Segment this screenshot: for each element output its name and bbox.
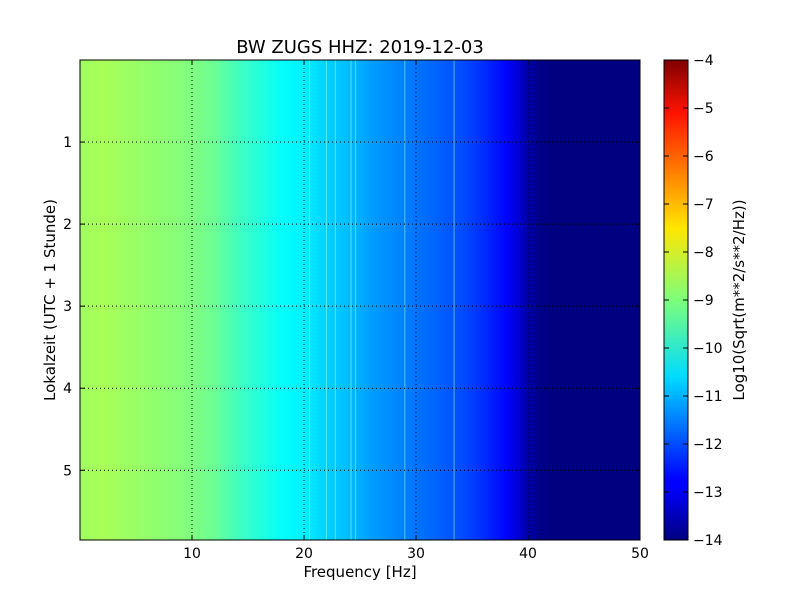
y-tick-label: 3	[63, 299, 72, 315]
y-tick-label: 4	[63, 381, 72, 397]
plot-frame	[79, 59, 641, 541]
colorbar-ticks: −4 −5 −6 −7 −8 −9 −10 −11 −12 −13 −14	[664, 53, 723, 549]
x-axis-ticks: 10 20 30 40 50	[183, 60, 649, 562]
colorbar-tick-label: −4	[693, 53, 714, 69]
colorbar-tick-label: −13	[693, 485, 723, 501]
chart-title: BW ZUGS HHZ: 2019-12-03	[236, 37, 484, 58]
colorbar-tick-label: −10	[693, 341, 723, 357]
x-tick-label: 40	[519, 546, 537, 562]
colorbar-tick-label: −8	[693, 245, 714, 261]
spectral-lines	[309, 60, 455, 540]
colorbar-tick-label: −14	[693, 533, 723, 549]
x-tick-label: 30	[407, 546, 425, 562]
colorbar-tick-label: −5	[693, 101, 714, 117]
colorbar-tick-label: −7	[693, 197, 714, 213]
y-tick-label: 2	[63, 217, 72, 233]
x-tick-label: 20	[295, 546, 313, 562]
colorbar-tick-label: −12	[693, 437, 723, 453]
colorbar-tick-label: −11	[693, 389, 723, 405]
y-axis-label: Lokalzeit (UTC + 1 Stunde)	[41, 199, 59, 401]
y-tick-label: 5	[63, 463, 72, 479]
x-tick-label: 50	[631, 546, 649, 562]
x-axis-label: Frequency [Hz]	[303, 563, 416, 581]
spectrogram-image	[80, 60, 640, 540]
x-tick-label: 10	[183, 546, 201, 562]
grid-lines	[80, 60, 640, 540]
colorbar-tick-label: −6	[693, 149, 714, 165]
y-axis-ticks: 1 2 3 4 5	[63, 135, 640, 479]
y-tick-label: 1	[63, 135, 72, 151]
plot-area	[80, 60, 640, 540]
colorbar-label: Log10(Sqrt(m**2/s**2/Hz))	[730, 199, 748, 400]
colorbar-tick-label: −9	[693, 293, 714, 309]
